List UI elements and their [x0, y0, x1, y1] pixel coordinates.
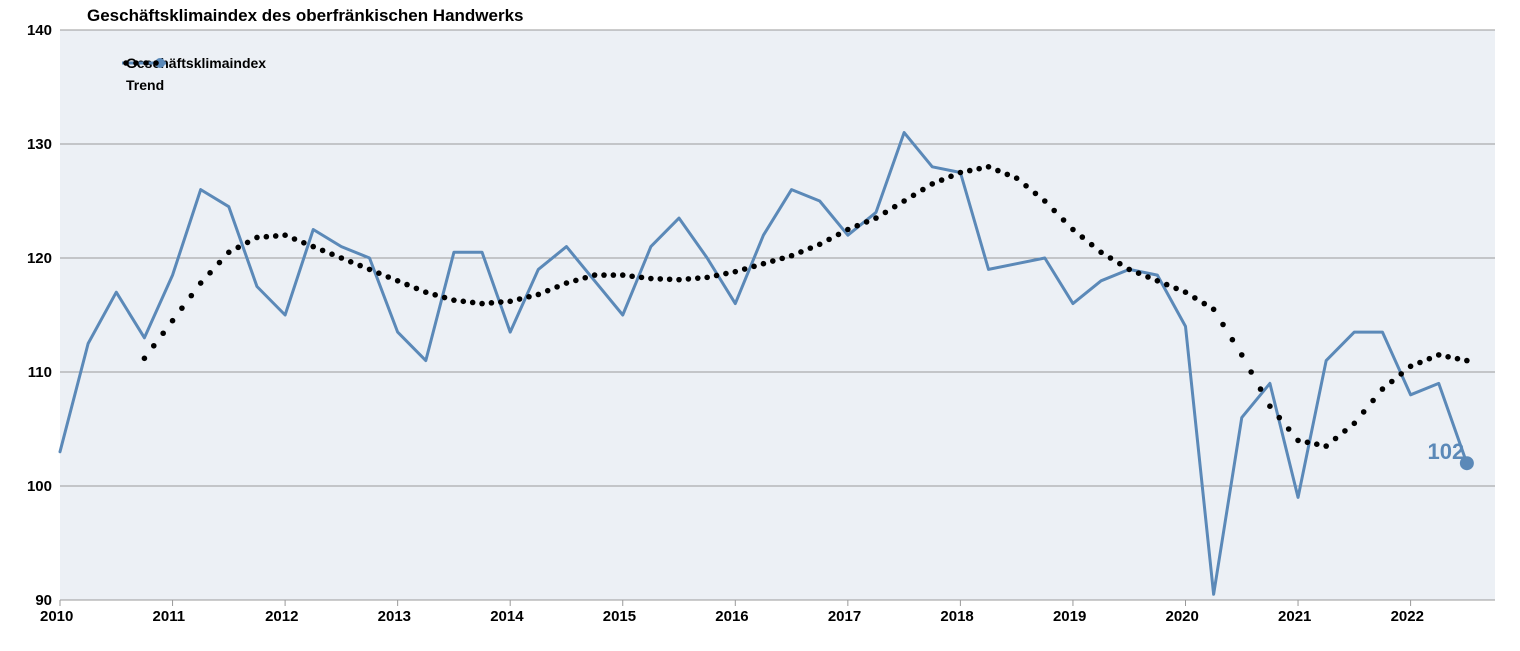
x-tick-label: 2018 [940, 608, 973, 625]
x-tick-label: 2017 [828, 608, 861, 625]
x-tick-label: 2016 [715, 608, 748, 625]
y-tick-label: 120 [27, 250, 52, 267]
x-tick-label: 2013 [378, 608, 411, 625]
x-tick-label: 2019 [1053, 608, 1086, 625]
legend-label: Trend [126, 77, 164, 93]
x-tick-label: 2011 [153, 608, 186, 625]
y-tick-label: 100 [27, 478, 52, 495]
x-tick-label: 2010 [40, 608, 73, 625]
chart-container: Geschäftsklimaindex des oberfränkischen … [0, 0, 1520, 651]
legend-swatch-dots [120, 55, 168, 71]
y-tick-label: 90 [35, 592, 52, 609]
legend: Geschäftsklimaindex Trend [120, 55, 266, 99]
x-tick-label: 2015 [603, 608, 636, 625]
end-value-label: 102 [1427, 439, 1464, 465]
x-tick-label: 2020 [1165, 608, 1198, 625]
y-tick-label: 110 [28, 364, 52, 381]
x-tick-label: 2012 [265, 608, 298, 625]
x-tick-label: 2021 [1278, 608, 1311, 625]
x-tick-label: 2022 [1391, 608, 1424, 625]
y-tick-label: 130 [27, 136, 52, 153]
legend-item-trend: Trend [120, 77, 266, 93]
y-tick-label: 140 [27, 22, 52, 39]
x-tick-label: 2014 [490, 608, 523, 625]
